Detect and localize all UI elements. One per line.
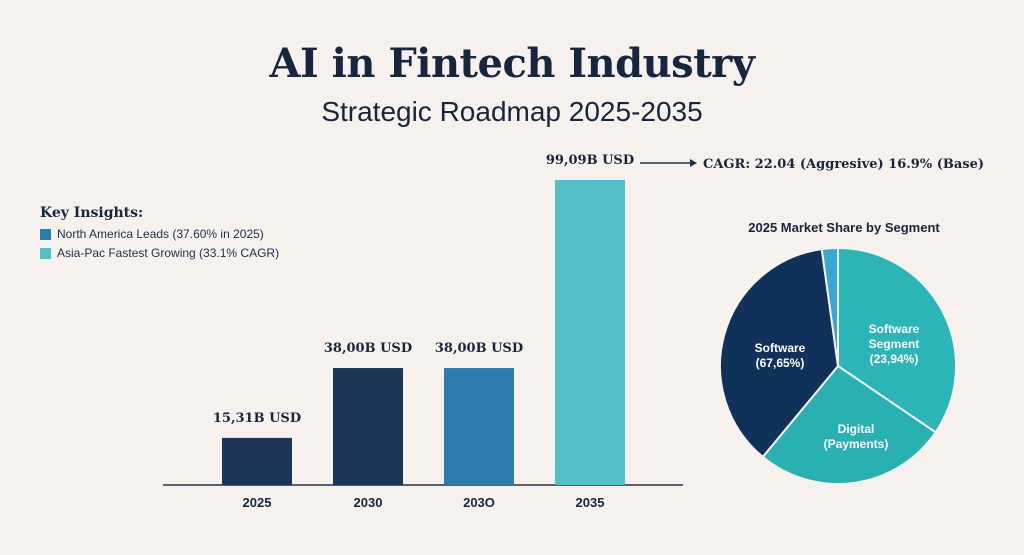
bar-value-label: 38,00B USD: [324, 341, 412, 356]
bar-value-label: 99,09B USD: [546, 153, 634, 168]
pie-slice-3: [820, 246, 839, 367]
page-title: AI in Fintech Industry: [269, 40, 756, 87]
legend-swatch-north-america: [40, 228, 51, 240]
pie-slice-1: [761, 364, 937, 485]
key-insights: Key Insights: North America Leads (37.60…: [40, 205, 279, 265]
cagr-arrow-head: [690, 159, 697, 167]
bar-203O: [444, 368, 514, 485]
x-tick-label: 203O: [463, 495, 495, 510]
pie-chart-title: 2025 Market Share by Segment: [748, 220, 940, 235]
bar-2030: [333, 368, 403, 485]
insight-label-north-america: North America Leads (37.60% in 2025): [57, 227, 264, 241]
insight-label-asia-pac: Asia-Pac Fastest Growing (33.1% CAGR): [57, 246, 280, 260]
bar-value-label: 38,00B USD: [435, 341, 523, 356]
pie-slice-sublabel: (Payments): [824, 437, 889, 451]
bar-2035: [555, 180, 625, 485]
pie-slice-label: Digital: [838, 422, 875, 436]
legend-swatch-asia-pac: [40, 247, 51, 259]
pie-slice-2: [719, 247, 840, 459]
cagr-annotation: CAGR: 22.04 (Aggresive) 16.9% (Base): [703, 157, 984, 172]
page-subtitle: Strategic Roadmap 2025-2035: [321, 96, 703, 127]
insight-item-asia-pac: Asia-Pac Fastest Growing (33.1% CAGR): [40, 246, 279, 260]
x-tick-label: 2035: [576, 495, 605, 510]
insight-item-north-america: North America Leads (37.60% in 2025): [40, 227, 279, 241]
bar-value-label: 15,31B USD: [213, 411, 301, 426]
pie-slice-sublabel: (67,65%): [756, 356, 805, 370]
bar-2025: [222, 437, 292, 485]
market-share-pie: Software Segment(23,94%) Digital(Payments)…: [719, 246, 957, 485]
x-tick-label: 2030: [354, 495, 383, 510]
key-insights-title: Key Insights:: [40, 205, 144, 221]
x-tick-label: 2025: [243, 495, 272, 510]
pie-slice-label: Software: [755, 341, 806, 355]
pie-slice-sublabel: (23,94%): [870, 352, 919, 366]
pie-slice-label: Software Segment: [869, 322, 920, 351]
pie-slice-0: [837, 246, 957, 434]
